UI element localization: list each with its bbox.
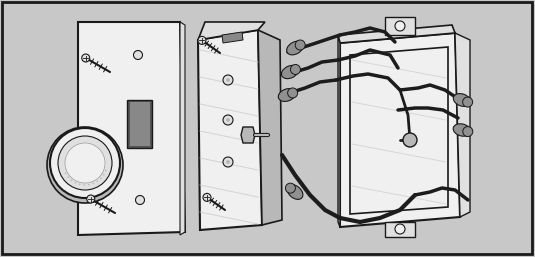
Circle shape [82, 54, 90, 62]
Ellipse shape [287, 185, 303, 199]
Polygon shape [340, 33, 460, 227]
Circle shape [74, 182, 76, 183]
Circle shape [65, 143, 105, 183]
Polygon shape [198, 30, 262, 230]
Circle shape [87, 195, 95, 203]
Circle shape [223, 75, 233, 85]
Circle shape [223, 115, 233, 125]
Polygon shape [241, 127, 255, 143]
Circle shape [65, 172, 66, 174]
Polygon shape [222, 32, 243, 43]
Ellipse shape [453, 124, 471, 136]
Circle shape [58, 136, 112, 190]
Polygon shape [127, 100, 152, 148]
Circle shape [463, 97, 472, 107]
Circle shape [79, 183, 80, 185]
Circle shape [105, 170, 106, 171]
Circle shape [50, 128, 120, 198]
Circle shape [463, 126, 473, 136]
Polygon shape [338, 35, 340, 227]
Circle shape [67, 176, 69, 178]
Circle shape [135, 196, 144, 205]
Circle shape [96, 180, 98, 182]
Circle shape [223, 157, 233, 167]
Circle shape [403, 133, 417, 147]
Circle shape [71, 180, 72, 181]
Circle shape [47, 127, 123, 203]
Circle shape [134, 50, 142, 60]
Polygon shape [455, 33, 470, 217]
Circle shape [100, 178, 102, 179]
Polygon shape [180, 22, 185, 235]
Circle shape [226, 160, 230, 164]
Polygon shape [130, 102, 150, 146]
Polygon shape [78, 22, 185, 235]
Circle shape [226, 78, 230, 82]
Polygon shape [258, 30, 282, 225]
Circle shape [285, 183, 295, 193]
Polygon shape [385, 222, 415, 237]
Polygon shape [198, 22, 265, 40]
Circle shape [103, 174, 104, 176]
Circle shape [395, 224, 405, 234]
Circle shape [83, 184, 85, 186]
Polygon shape [385, 17, 415, 35]
Circle shape [291, 65, 301, 75]
Polygon shape [338, 25, 455, 43]
Circle shape [88, 184, 90, 186]
Circle shape [295, 40, 305, 50]
Circle shape [288, 88, 297, 98]
Circle shape [203, 193, 211, 201]
Ellipse shape [453, 94, 471, 106]
Circle shape [93, 182, 94, 184]
Ellipse shape [287, 41, 303, 55]
Ellipse shape [281, 65, 299, 79]
Ellipse shape [278, 89, 296, 102]
Circle shape [226, 118, 230, 122]
Circle shape [395, 21, 405, 31]
Circle shape [198, 36, 206, 44]
